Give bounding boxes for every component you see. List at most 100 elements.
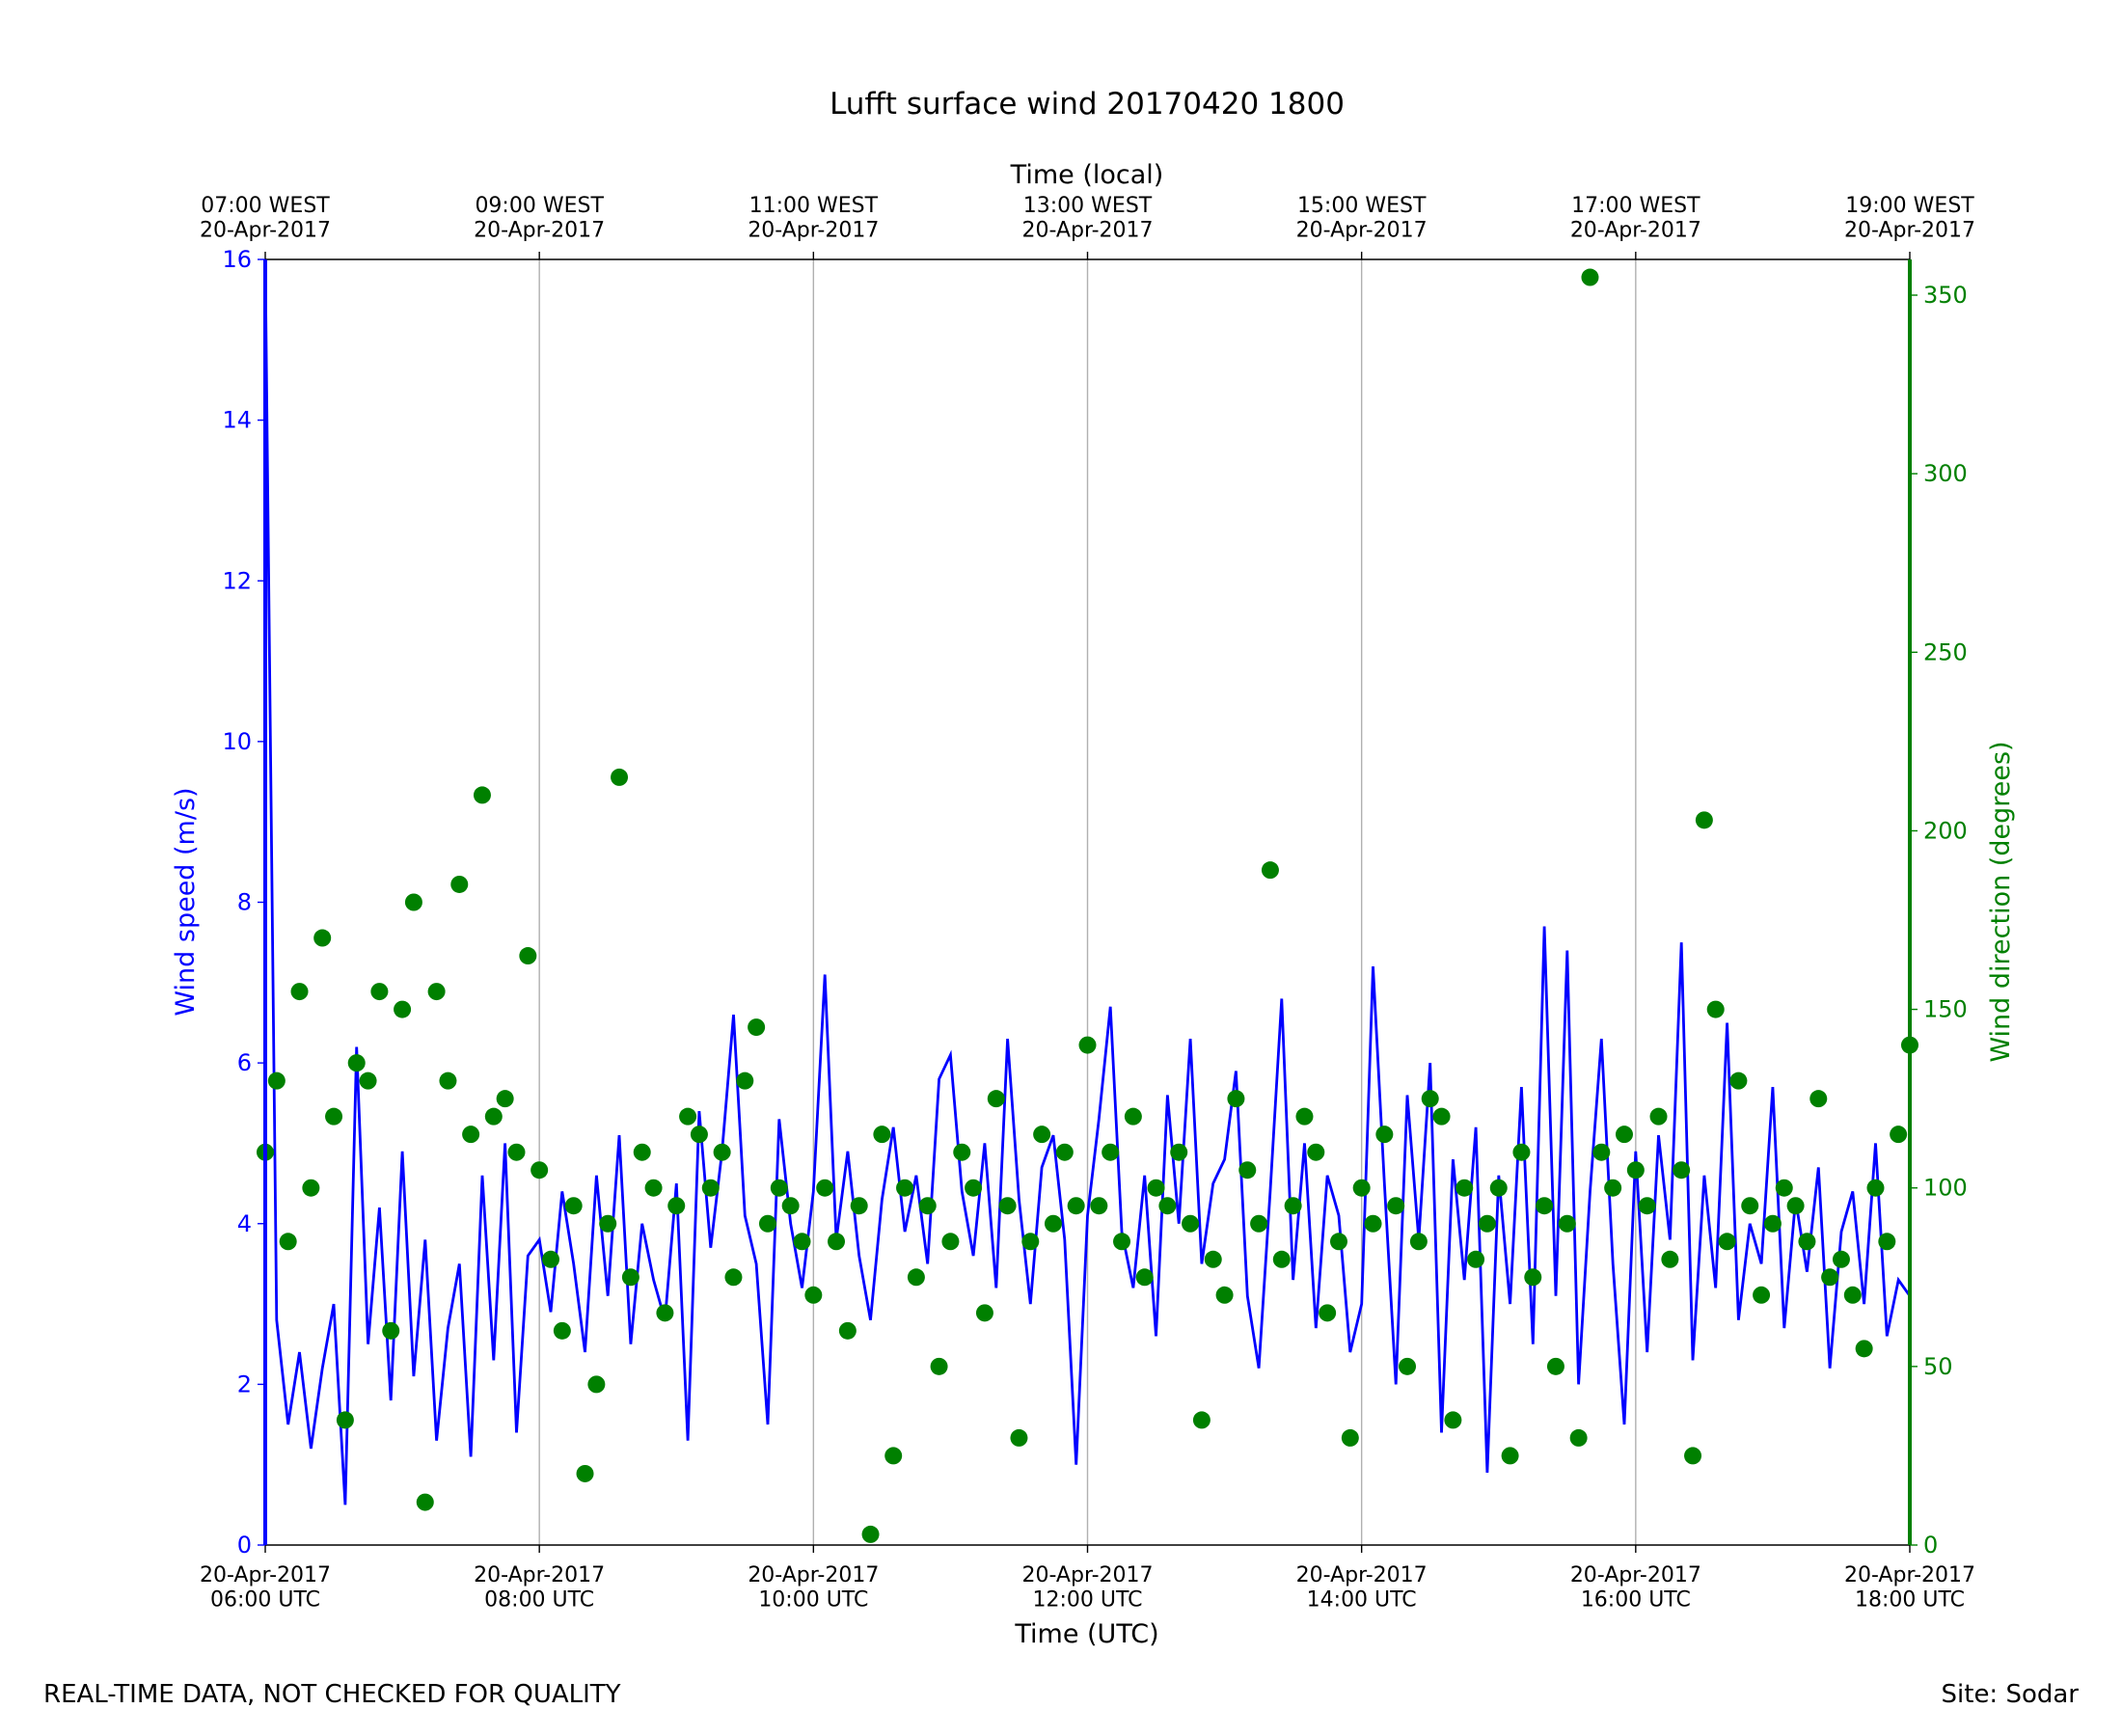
wind-direction-dot — [918, 1197, 937, 1215]
wind-direction-dot — [804, 1286, 823, 1304]
wind-direction-dot — [1661, 1250, 1679, 1268]
y-axis-label: Wind speed (m/s) — [171, 787, 201, 1016]
wind-direction-dot — [553, 1321, 571, 1340]
wind-direction-dot — [907, 1268, 925, 1287]
wind-direction-dot — [1170, 1143, 1188, 1161]
y2-tick-label: 0 — [1923, 1532, 1938, 1559]
wind-direction-dot — [644, 1179, 663, 1197]
wind-direction-dot — [1489, 1179, 1508, 1197]
wind-direction-dot — [611, 768, 629, 786]
wind-direction-dot — [1295, 1107, 1314, 1126]
wind-direction-dot — [1821, 1268, 1839, 1287]
wind-direction-dot — [861, 1525, 880, 1543]
wind-direction-dot — [1409, 1233, 1428, 1251]
wind-direction-dot — [828, 1233, 846, 1251]
wind-direction-dot — [279, 1233, 297, 1251]
wind-direction-dot — [633, 1143, 651, 1161]
wind-direction-dot — [1798, 1233, 1816, 1251]
wind-direction-dot — [473, 786, 491, 804]
wind-direction-dot — [656, 1304, 674, 1322]
wind-direction-dot — [519, 947, 537, 965]
wind-direction-dot — [404, 893, 422, 911]
x2-tick-label: 15:00 WEST 20-Apr-2017 — [1296, 194, 1428, 242]
wind-direction-dot — [1432, 1107, 1451, 1126]
y-tick-label: 0 — [237, 1532, 252, 1559]
wind-direction-dot — [1536, 1197, 1554, 1215]
x2-tick-label: 11:00 WEST 20-Apr-2017 — [748, 194, 879, 242]
y2-tick-label: 300 — [1923, 460, 1968, 487]
wind-direction-dot — [1741, 1197, 1759, 1215]
y-tick-label: 10 — [222, 728, 252, 755]
wind-direction-dot — [736, 1071, 754, 1090]
wind-direction-dot — [1033, 1126, 1051, 1144]
y-tick-label: 2 — [237, 1370, 252, 1397]
wind-direction-dot — [1319, 1304, 1337, 1322]
wind-direction-dot — [987, 1090, 1005, 1108]
x2-tick-label: 17:00 WEST 20-Apr-2017 — [1570, 194, 1701, 242]
wind-direction-dot — [713, 1143, 731, 1161]
y2-axis-label: Wind direction (degrees) — [1986, 741, 2016, 1062]
wind-direction-dot — [1753, 1286, 1771, 1304]
y2-tick-label: 100 — [1923, 1175, 1968, 1202]
wind-direction-dot — [1501, 1447, 1519, 1465]
wind-direction-dot — [1238, 1161, 1257, 1180]
wind-direction-dot — [359, 1071, 377, 1090]
wind-direction-dot — [1113, 1233, 1131, 1251]
wind-direction-dot — [1478, 1214, 1496, 1233]
wind-direction-dot — [542, 1250, 560, 1268]
wind-direction-dot — [1626, 1161, 1645, 1180]
wind-speed-line — [263, 258, 1912, 1505]
wind-direction-dot — [1227, 1090, 1245, 1108]
x-axis-label: Time (UTC) — [1014, 1619, 1158, 1649]
y2-tick-label: 150 — [1923, 996, 1968, 1023]
chart-title: Lufft surface wind 20170420 1800 — [830, 87, 1345, 122]
y2-tick-label: 50 — [1923, 1353, 1953, 1380]
wind-direction-dot — [1387, 1197, 1405, 1215]
wind-direction-dot — [1329, 1233, 1347, 1251]
wind-direction-dot — [816, 1179, 834, 1197]
wind-direction-dot — [1124, 1107, 1142, 1126]
wind-direction-dot — [1546, 1357, 1564, 1375]
wind-direction-dot — [1421, 1090, 1439, 1108]
wind-direction-dot — [450, 875, 469, 893]
wind-direction-dot — [953, 1143, 971, 1161]
wind-direction-dot — [1809, 1090, 1828, 1108]
wind-direction-dot — [1455, 1179, 1474, 1197]
wind-direction-dot — [1102, 1143, 1120, 1161]
y-tick-label: 12 — [222, 567, 252, 594]
wind-direction-dot — [1615, 1126, 1633, 1144]
wind-direction-dot — [599, 1214, 617, 1233]
wind-direction-dot — [1147, 1179, 1165, 1197]
x-tick-label: 20-Apr-2017 10:00 UTC — [748, 1563, 879, 1612]
wind-direction-dot — [838, 1321, 857, 1340]
wind-direction-dot — [1067, 1197, 1085, 1215]
x-tick-label: 20-Apr-2017 16:00 UTC — [1570, 1563, 1701, 1612]
y2-tick-label: 350 — [1923, 282, 1968, 309]
wind-direction-dot — [1604, 1179, 1622, 1197]
wind-direction-dot — [1444, 1411, 1462, 1429]
wind-direction-dot — [930, 1357, 948, 1375]
y-tick-label: 6 — [237, 1049, 252, 1076]
y-tick-label: 16 — [222, 246, 252, 273]
wind-direction-dot — [439, 1071, 457, 1090]
wind-direction-dot — [1182, 1214, 1200, 1233]
wind-direction-dot — [896, 1179, 914, 1197]
x-tick-label: 20-Apr-2017 12:00 UTC — [1021, 1563, 1153, 1612]
wind-direction-dot — [394, 1000, 412, 1018]
wind-direction-dot — [382, 1321, 400, 1340]
wind-direction-dot — [1673, 1161, 1691, 1180]
wind-direction-dot — [873, 1126, 891, 1144]
y-tick-label: 14 — [222, 407, 252, 434]
wind-direction-dot — [290, 983, 309, 1001]
wind-direction-dot — [1843, 1286, 1862, 1304]
wind-direction-dot — [770, 1179, 788, 1197]
wind-direction-dot — [1524, 1268, 1542, 1287]
wind-direction-dot — [1399, 1357, 1417, 1375]
wind-direction-dot — [1284, 1197, 1302, 1215]
wind-direction-dot — [1192, 1411, 1211, 1429]
x2-axis-label: Time (local) — [1010, 160, 1164, 190]
wind-direction-dot — [690, 1126, 708, 1144]
wind-direction-dot — [530, 1161, 549, 1180]
wind-direction-dot — [1352, 1179, 1371, 1197]
